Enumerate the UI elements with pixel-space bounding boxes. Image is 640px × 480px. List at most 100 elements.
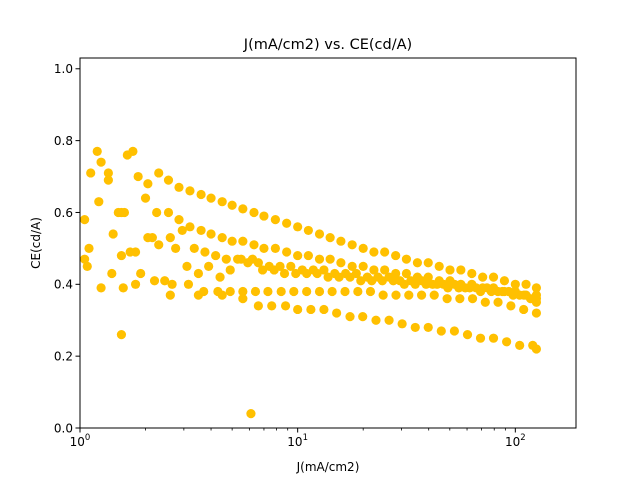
scatter-point xyxy=(221,254,231,264)
scatter-point xyxy=(358,243,368,253)
scatter-point xyxy=(432,279,442,289)
scatter-point xyxy=(270,243,280,253)
scatter-point xyxy=(196,189,206,200)
scatter-point xyxy=(391,290,401,300)
scatter-point xyxy=(531,294,542,304)
scatter-point xyxy=(96,157,106,167)
scatter-point xyxy=(497,286,507,297)
scatter-point xyxy=(388,276,398,286)
y-tick-label: 1.0 xyxy=(54,62,73,76)
scatter-point xyxy=(200,247,210,257)
scatter-point xyxy=(493,297,503,307)
scatter-point xyxy=(378,290,388,300)
y-tick-label: 0.0 xyxy=(54,421,73,435)
scatter-point xyxy=(280,301,291,311)
scatter-point xyxy=(217,290,227,300)
scatter-point xyxy=(140,193,151,203)
scatter-point xyxy=(107,268,117,279)
plot-area-frame xyxy=(79,57,577,429)
scatter-point xyxy=(249,207,259,218)
scatter-point xyxy=(149,276,160,286)
scatter-point xyxy=(189,243,199,253)
scatter-point xyxy=(380,247,390,257)
scatter-point xyxy=(410,322,420,333)
scatter-point xyxy=(455,294,465,304)
scatter-point xyxy=(404,290,414,300)
scatter-point xyxy=(377,276,387,286)
scatter-point xyxy=(217,197,227,207)
scatter-point xyxy=(96,283,106,293)
y-tick-label: 0.8 xyxy=(54,134,73,148)
scatter-point xyxy=(289,286,299,297)
scatter-point xyxy=(167,279,177,289)
scatter-point xyxy=(250,286,261,297)
scatter-point xyxy=(306,304,316,315)
scatter-point xyxy=(276,286,286,297)
scatter-point xyxy=(314,254,325,264)
scatter-point xyxy=(478,272,488,282)
scatter-point xyxy=(174,215,184,225)
scatter-point xyxy=(336,258,346,268)
scatter-point xyxy=(436,326,446,336)
scatter-point xyxy=(502,337,512,347)
scatter-point xyxy=(247,254,258,264)
y-tick-label: 0.2 xyxy=(54,349,73,363)
scatter-point xyxy=(531,344,542,354)
scatter-point xyxy=(340,286,350,297)
scatter-point xyxy=(269,265,279,275)
scatter-point xyxy=(397,319,407,329)
scatter-point xyxy=(185,186,195,196)
y-tick-label: 0.4 xyxy=(54,278,73,292)
scatter-point xyxy=(215,272,225,282)
scatter-point xyxy=(325,233,335,243)
scatter-point xyxy=(423,322,433,333)
scatter-point xyxy=(412,258,423,268)
scatter-point xyxy=(204,261,214,271)
scatter-point xyxy=(462,330,473,340)
scatter-point xyxy=(227,200,237,210)
scatter-point xyxy=(116,250,127,261)
scatter-point xyxy=(358,261,368,271)
scatter-point xyxy=(92,146,102,156)
scatter-point xyxy=(84,243,94,253)
scatter-point xyxy=(174,182,184,192)
scatter-point xyxy=(80,215,90,225)
scatter-point xyxy=(238,204,248,214)
scatter-point xyxy=(293,250,303,261)
scatter-point xyxy=(423,258,433,268)
scatter-point xyxy=(353,286,363,297)
scatter-point xyxy=(486,286,496,297)
scatter-point xyxy=(163,207,174,218)
scatter-point xyxy=(183,279,194,289)
scatter-point xyxy=(130,279,141,289)
scatter-point xyxy=(279,268,290,279)
scatter-point xyxy=(467,294,478,304)
scatter-point xyxy=(263,286,273,297)
scatter-point xyxy=(302,286,312,297)
scatter-point xyxy=(125,247,135,257)
scatter-point xyxy=(401,254,412,264)
scatter-point xyxy=(327,286,337,297)
scatter-point xyxy=(249,240,259,250)
scatter-point xyxy=(206,229,216,239)
scatter-point xyxy=(302,268,312,279)
chart-title: J(mA/cm2) vs. CE(cd/A) xyxy=(243,37,412,53)
scatter-point xyxy=(236,254,246,264)
scatter-point xyxy=(293,304,303,315)
points-layer xyxy=(80,146,542,419)
scatter-point xyxy=(499,276,510,286)
scatter-point xyxy=(391,250,401,261)
x-axis-label: J(mA/cm2) xyxy=(296,460,360,474)
scatter-point xyxy=(133,171,143,182)
scatter-point xyxy=(303,250,313,261)
scatter-point xyxy=(86,168,96,178)
scatter-point xyxy=(410,279,420,289)
scatter-point xyxy=(369,247,379,257)
scatter-point xyxy=(508,290,518,300)
scatter-point xyxy=(365,286,376,297)
scatter-point xyxy=(225,286,235,297)
y-axis-label: CE(cd/A) xyxy=(29,217,43,269)
scatter-point xyxy=(345,312,355,322)
